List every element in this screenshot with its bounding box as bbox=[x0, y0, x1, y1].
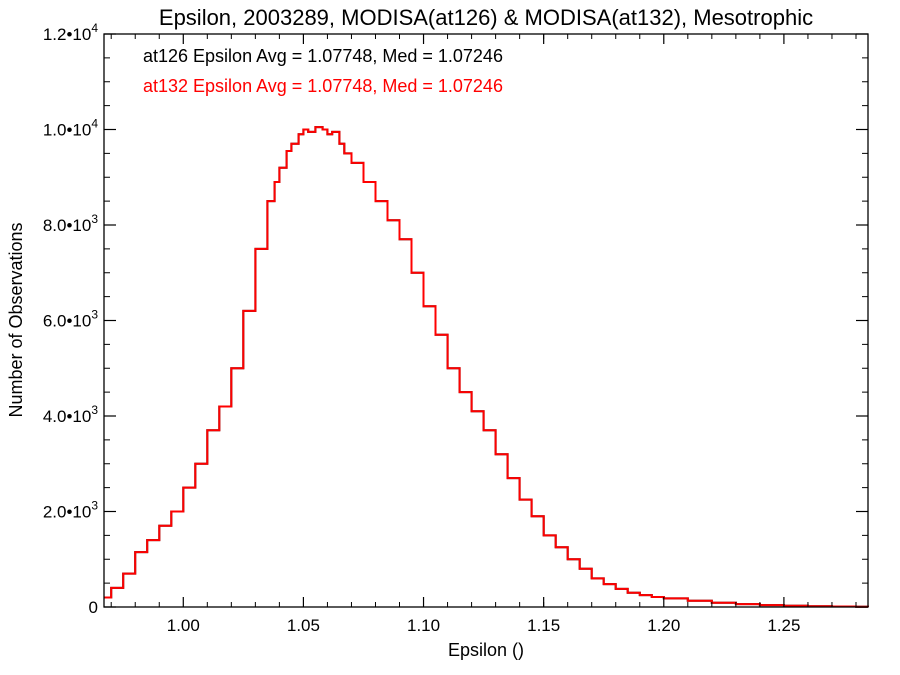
y-tick-label: 1.2•104 bbox=[43, 21, 99, 44]
series-layer bbox=[104, 126, 869, 608]
x-tick-label: 1.20 bbox=[647, 616, 680, 635]
y-axis: 0 2.0•103 4.0•103 6.0•103 8.0•103 1.0•104 1.2•… bbox=[43, 21, 868, 617]
annotation-at132: at132 Epsilon Avg = 1.07748, Med = 1.072… bbox=[143, 76, 503, 96]
y-tick-label: 8.0•103 bbox=[43, 212, 99, 235]
x-tick-label: 1.15 bbox=[527, 616, 560, 635]
x-tick-label: 1.00 bbox=[167, 616, 200, 635]
x-axis: 1.00 1.05 1.10 1.15 1.20 1.25 bbox=[110, 34, 857, 635]
chart-title: Epsilon, 2003289, MODISA(at126) & MODISA… bbox=[159, 5, 813, 30]
series-line-1 bbox=[104, 126, 869, 608]
x-axis-label: Epsilon () bbox=[448, 640, 524, 660]
annotation-at126: at126 Epsilon Avg = 1.07748, Med = 1.072… bbox=[143, 46, 503, 66]
x-tick-label: 1.05 bbox=[287, 616, 320, 635]
y-tick-label: 2.0•103 bbox=[43, 499, 99, 522]
x-tick-label: 1.10 bbox=[407, 616, 440, 635]
y-tick-label: 6.0•103 bbox=[43, 308, 99, 331]
x-tick-label: 1.25 bbox=[767, 616, 800, 635]
y-tick-label: 4.0•103 bbox=[43, 403, 99, 426]
y-tick-label: 1.0•104 bbox=[43, 117, 99, 140]
y-axis-label: Number of Observations bbox=[6, 222, 26, 417]
y-tick-label: 0 bbox=[89, 598, 98, 617]
